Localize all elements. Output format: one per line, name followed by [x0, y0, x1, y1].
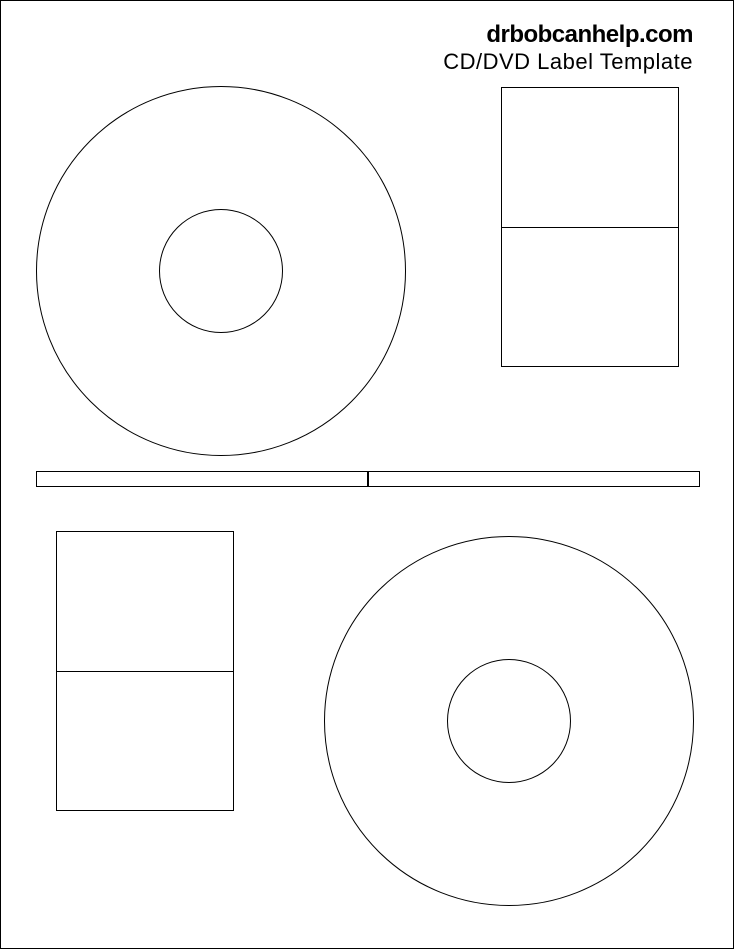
case2-divider-line — [56, 671, 234, 672]
spine-left-rect — [36, 471, 368, 487]
spine-right-rect — [368, 471, 700, 487]
page-header: drbobcanhelp.com CD/DVD Label Template — [443, 21, 693, 75]
header-subtitle: CD/DVD Label Template — [443, 49, 693, 75]
case1-divider-line — [501, 227, 679, 228]
disc1-inner-circle — [159, 209, 283, 333]
disc2-inner-circle — [447, 659, 571, 783]
label-template-page: drbobcanhelp.com CD/DVD Label Template — [0, 0, 734, 949]
header-title: drbobcanhelp.com — [443, 21, 693, 49]
